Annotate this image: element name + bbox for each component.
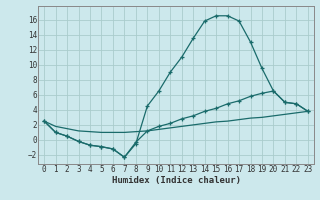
X-axis label: Humidex (Indice chaleur): Humidex (Indice chaleur): [111, 176, 241, 185]
